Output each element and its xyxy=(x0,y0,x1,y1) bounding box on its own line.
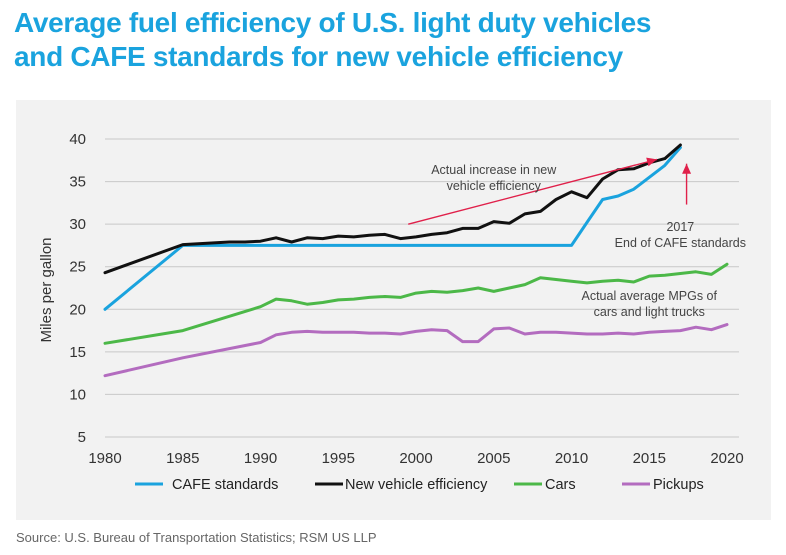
y-axis-label: Miles per gallon xyxy=(38,237,55,342)
legend-label-pickups: Pickups xyxy=(653,477,704,493)
x-tick-label-1990: 1990 xyxy=(244,450,277,467)
x-tick-label-2010: 2010 xyxy=(555,450,588,467)
x-tick-label-1980: 1980 xyxy=(88,450,121,467)
x-tick-label-2005: 2005 xyxy=(477,450,510,467)
annotation-3-line-2: cars and light trucks xyxy=(594,305,705,319)
y-tick-label-5: 5 xyxy=(78,429,86,446)
series-line-cafe-standards xyxy=(103,146,682,311)
annotations: Actual increase in new vehicle efficiency… xyxy=(431,163,746,319)
annotation-3: Actual average MPGs of cars and light tru… xyxy=(582,289,718,319)
legend-label-new-vehicle-efficiency: New vehicle efficiency xyxy=(345,477,488,493)
annotation-arrowhead-1 xyxy=(646,157,658,167)
series-lines xyxy=(103,143,729,378)
source-note: Source: U.S. Bureau of Transportation St… xyxy=(16,530,377,545)
annotation-2: 2017 End of CAFE standards xyxy=(615,220,746,250)
legend-label-cafe-standards: CAFE standards xyxy=(172,477,278,493)
annotation-arrowhead-2 xyxy=(682,163,692,174)
annotation-2-line-2: End of CAFE standards xyxy=(615,236,746,250)
y-tick-label-25: 25 xyxy=(69,259,86,276)
series-line-cars xyxy=(103,262,729,345)
y-tick-label-10: 10 xyxy=(69,386,86,403)
x-tick-label-1985: 1985 xyxy=(166,450,199,467)
annotation-1-line-2: vehicle efficiency xyxy=(447,179,542,193)
annotation-3-line-1: Actual average MPGs of xyxy=(582,289,718,303)
x-tick-label-2020: 2020 xyxy=(710,450,743,467)
annotation-1: Actual increase in new vehicle efficiency xyxy=(431,163,557,193)
legend: CAFE standards New vehicle efficiency Cars… xyxy=(135,477,704,493)
chart-title-line-2: and CAFE standards for new vehicle effic… xyxy=(14,41,623,72)
y-axis-ticks: 5 10 15 20 25 30 35 40 xyxy=(69,131,86,446)
series-line-pickups xyxy=(103,323,729,378)
line-chart: 5 10 15 20 25 30 35 40 1980 1985 1990 1995 2000 2005… xyxy=(38,131,746,493)
y-tick-label-15: 15 xyxy=(69,344,86,361)
annotation-arrows xyxy=(408,157,692,225)
y-tick-label-35: 35 xyxy=(69,174,86,191)
x-axis-ticks: 1980 1985 1990 1995 2000 2005 2010 2015 2020 xyxy=(88,450,743,467)
x-tick-label-2015: 2015 xyxy=(633,450,666,467)
chart-panel xyxy=(16,100,771,520)
annotation-1-line-1: Actual increase in new xyxy=(431,163,557,177)
series-line-new-vehicle-efficiency xyxy=(103,143,682,275)
x-tick-label-2000: 2000 xyxy=(399,450,432,467)
chart-title-line-1: Average fuel efficiency of U.S. light du… xyxy=(14,7,652,38)
legend-label-cars: Cars xyxy=(545,477,576,493)
y-tick-label-40: 40 xyxy=(69,131,86,148)
y-tick-label-20: 20 xyxy=(69,301,86,318)
annotation-arrow-1 xyxy=(408,158,658,225)
chart-title: Average fuel efficiency of U.S. light du… xyxy=(14,6,774,74)
y-tick-label-30: 30 xyxy=(69,216,86,233)
x-tick-label-1995: 1995 xyxy=(322,450,355,467)
annotation-2-line-1: 2017 xyxy=(666,220,694,234)
